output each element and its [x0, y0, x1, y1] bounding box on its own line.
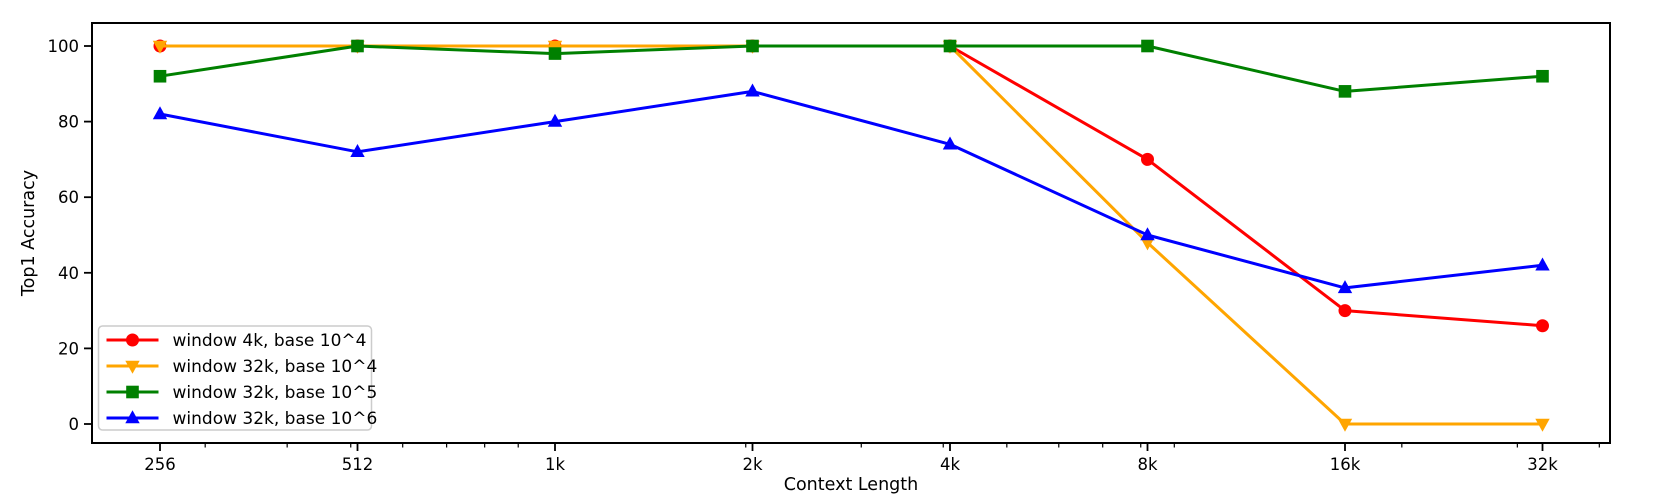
data-point-marker [1535, 418, 1550, 432]
data-point-marker [943, 39, 957, 53]
series-window-32k-base-10-6 [152, 83, 1550, 294]
data-point-marker [942, 136, 958, 150]
data-point-marker [547, 113, 563, 127]
data-point-marker [1535, 257, 1550, 271]
legend: window 4k, base 10^4 window 32k, base 10^… [97, 325, 378, 431]
legend-entry: window 32k, base 10^6 [106, 409, 378, 429]
axis-ticks [84, 45, 1600, 451]
legend-box [97, 325, 373, 431]
axis-tick-labels: 256 512 1k 2k 4k 8k 16k 32k 0 20 40 60 80 100 [48, 37, 1559, 474]
series-window-4k-base-10-4 [153, 39, 1549, 333]
x-axis-tick-label: 8k [1137, 455, 1157, 474]
y-axis-tick-label: 0 [69, 415, 80, 434]
x-axis-tick-label: 16k [1330, 455, 1361, 474]
data-series [152, 39, 1550, 432]
data-point-marker [350, 144, 365, 158]
data-point-marker [152, 106, 168, 120]
data-point-marker [1140, 227, 1155, 241]
data-point-marker [1140, 237, 1155, 251]
data-point-marker [1338, 85, 1352, 98]
data-point-marker [745, 83, 760, 97]
y-axis-tick-label: 60 [58, 188, 79, 207]
series-window-32k-base-10-5 [153, 39, 1549, 98]
data-point-marker [1338, 304, 1352, 318]
data-point-marker [126, 385, 139, 399]
data-point-marker [125, 410, 140, 424]
x-axis-tick-label: 2k [742, 455, 762, 474]
data-point-marker [1141, 152, 1154, 166]
y-axis-tick-label: 100 [48, 37, 80, 56]
axes-spines [91, 22, 1611, 444]
data-point-marker [153, 69, 167, 83]
legend-entry: window 32k, base 10^5 [106, 383, 378, 403]
legend-entry: window 32k, base 10^4 [106, 357, 378, 377]
y-axis-label: Top1 Accuracy [19, 170, 39, 297]
plot-frame [91, 22, 1611, 444]
data-point-marker [548, 47, 562, 60]
y-axis-tick-label: 20 [58, 339, 79, 358]
series-line-window-32k-base-10-5 [158, 44, 1544, 93]
legend-entry-label: window 32k, base 10^4 [173, 357, 378, 377]
data-point-marker [152, 40, 168, 54]
x-axis-label: Context Length [784, 475, 918, 495]
series-line-window-32k-base-10-6 [158, 89, 1544, 290]
data-point-marker [351, 39, 364, 53]
data-point-marker [1536, 319, 1549, 333]
legend-entry-label: window 32k, base 10^5 [173, 383, 378, 403]
x-axis-tick-label: 4k [940, 455, 960, 474]
data-point-marker [1536, 69, 1549, 83]
data-point-marker [746, 39, 759, 53]
data-point-marker [125, 360, 140, 374]
data-point-marker [1141, 39, 1154, 53]
legend-entry-label: window 4k, base 10^4 [173, 331, 367, 351]
x-axis-tick-label: 1k [545, 455, 565, 474]
data-point-marker [1337, 418, 1353, 432]
legend-entry-label: window 32k, base 10^6 [173, 409, 378, 429]
x-axis-tick-label: 32k [1527, 455, 1558, 474]
data-point-marker [126, 333, 139, 347]
y-axis-tick-label: 80 [58, 113, 79, 132]
data-point-marker [1337, 280, 1353, 294]
legend-entry: window 4k, base 10^4 [106, 331, 367, 351]
x-axis-tick-label: 256 [144, 455, 176, 474]
x-axis-tick-label: 512 [342, 455, 374, 474]
y-axis-tick-label: 40 [58, 264, 79, 283]
